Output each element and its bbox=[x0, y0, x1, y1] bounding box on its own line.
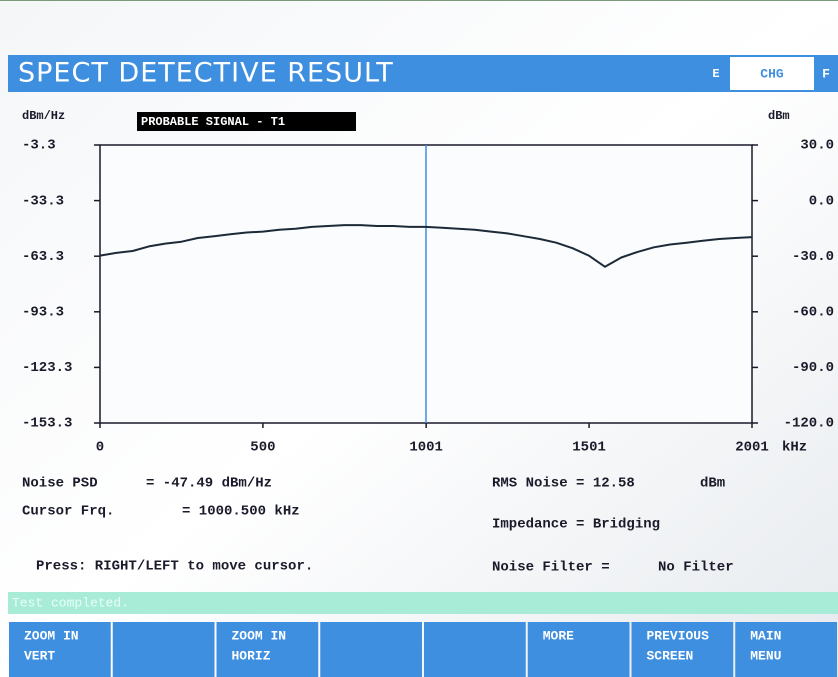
y2-tick-label: -120.0 bbox=[784, 416, 834, 432]
softkey[interactable] bbox=[631, 622, 734, 677]
hint: Press: RIGHT/LEFT to move cursor. bbox=[36, 559, 313, 575]
cursor-value: = 1000.500 kHz bbox=[182, 504, 300, 520]
y-tick-label: -123.3 bbox=[22, 360, 72, 376]
annotation-box bbox=[137, 112, 356, 131]
mode: CHG bbox=[760, 66, 784, 81]
softkey[interactable] bbox=[527, 622, 630, 677]
y2-tick-label: 30.0 bbox=[800, 138, 834, 154]
plot bbox=[99, 144, 753, 424]
softkey-label: MORE bbox=[543, 628, 574, 643]
mode-box bbox=[730, 57, 814, 90]
softkey[interactable] bbox=[9, 622, 111, 677]
status: Test completed. bbox=[12, 595, 129, 610]
softkey bbox=[424, 622, 526, 677]
softkey-label: MAIN bbox=[750, 628, 781, 643]
softkey-label: MENU bbox=[750, 648, 781, 663]
x-unit: kHz bbox=[782, 440, 807, 456]
y-tick-label: -33.3 bbox=[22, 193, 64, 209]
rms-noise: RMS Noise = 12.58 bbox=[492, 476, 635, 492]
y-tick-label: -3.3 bbox=[22, 138, 56, 154]
softkey[interactable] bbox=[735, 622, 837, 677]
softkey-label: HORIZ bbox=[232, 648, 271, 663]
cursor-label: Cursor Frq. bbox=[22, 504, 114, 520]
title: SPECT DETECTIVE RESULT bbox=[18, 58, 394, 89]
softkey-label: ZOOM IN bbox=[24, 628, 79, 643]
softkey-label: VERT bbox=[24, 648, 55, 663]
key-f: F bbox=[822, 66, 830, 81]
noise-psd-value: = -47.49 dBm/Hz bbox=[146, 476, 272, 492]
impedance: Impedance = Bridging bbox=[492, 517, 660, 533]
softkey[interactable] bbox=[216, 622, 319, 677]
key-e: E bbox=[712, 67, 719, 81]
x-tick-label: 1501 bbox=[572, 440, 606, 456]
y2-tick-label: -90.0 bbox=[792, 360, 834, 376]
softkey bbox=[112, 622, 215, 677]
y-tick-label: -63.3 bbox=[22, 249, 64, 265]
noise-psd-label: Noise PSD bbox=[22, 476, 98, 492]
x-tick-label: 1001 bbox=[409, 440, 443, 456]
trace bbox=[99, 224, 753, 268]
softkey bbox=[320, 622, 422, 677]
y2-tick-label: -30.0 bbox=[792, 249, 834, 265]
y-tick-label: -153.3 bbox=[22, 416, 72, 432]
x-tick-label: 0 bbox=[96, 440, 104, 456]
softkey-label: SCREEN bbox=[647, 648, 694, 663]
annotation: PROBABLE SIGNAL - T1 bbox=[141, 115, 285, 129]
title-bar bbox=[8, 55, 838, 92]
x-tick-label: 500 bbox=[250, 440, 275, 456]
y-axis-label: dBm/Hz bbox=[22, 109, 65, 123]
y2-axis-label: dBm bbox=[768, 109, 790, 123]
softkey-label: PREVIOUS bbox=[647, 628, 710, 643]
y2-tick-label: 0.0 bbox=[809, 193, 834, 209]
button-bar: ZOOM IN VERT ZOOM IN HORIZ MORE PREVIOUS SCREE… bbox=[9, 622, 837, 677]
noise-filter-value: No Filter bbox=[658, 560, 734, 576]
status-bar bbox=[8, 592, 838, 614]
y2-tick-label: -60.0 bbox=[792, 305, 834, 321]
noise-filter-label: Noise Filter = bbox=[492, 560, 610, 576]
softkey-label: ZOOM IN bbox=[232, 628, 287, 643]
x-tick-label: 2001 bbox=[735, 440, 769, 456]
top-border bbox=[0, 0, 838, 1]
rms-unit: dBm bbox=[700, 476, 725, 492]
y-tick-label: -93.3 bbox=[22, 305, 64, 321]
